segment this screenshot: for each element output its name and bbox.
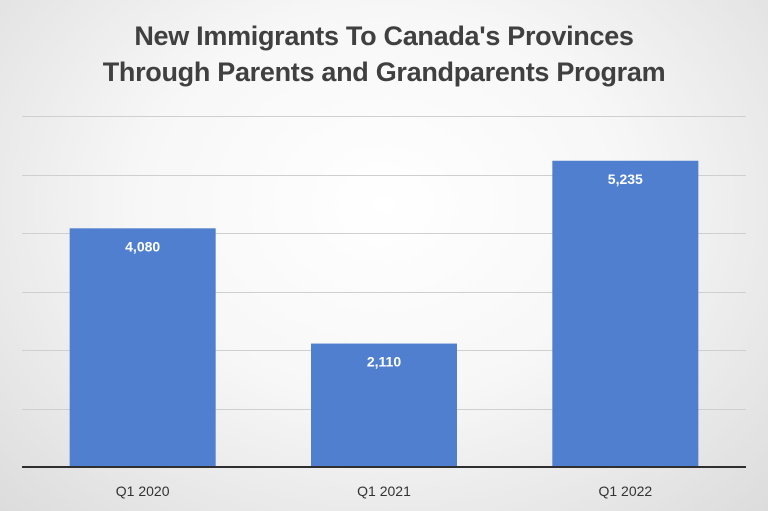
chart-title-line-2: Through Parents and Grandparents Program xyxy=(102,57,666,87)
chart-title: New Immigrants To Canada's Provinces Thr… xyxy=(0,18,768,90)
data-label: 4,080 xyxy=(125,238,160,254)
data-label: 2,110 xyxy=(367,354,401,370)
chart-title-line-1: New Immigrants To Canada's Provinces xyxy=(134,21,634,51)
x-tick-label: Q1 2020 xyxy=(116,483,170,499)
x-tick-label: Q1 2022 xyxy=(598,483,652,499)
bar-q1-2021 xyxy=(311,343,457,467)
bar-q1-2022 xyxy=(552,160,699,467)
data-label: 5,235 xyxy=(608,171,643,187)
x-tick-label: Q1 2021 xyxy=(357,483,411,499)
bar-q1-2020 xyxy=(69,228,216,467)
